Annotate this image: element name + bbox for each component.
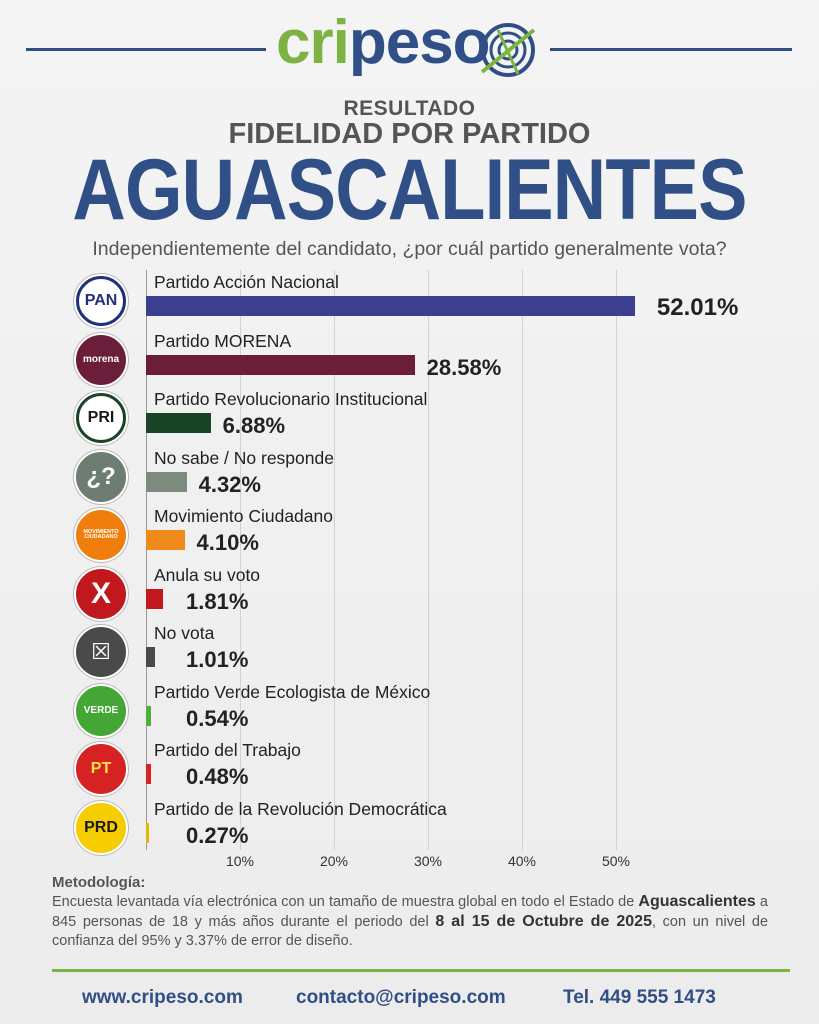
header-logo: cripeso: [0, 8, 819, 84]
category-label: Partido Revolucionario Institucional: [154, 389, 428, 409]
data-label: 4.32%: [198, 471, 261, 497]
data-label: 52.01%: [656, 294, 739, 321]
chart-row: VERDE Partido Verde Ecologista de México 0…: [0, 682, 819, 740]
subtitle-fidelidad: FIDELIDAD POR PARTIDO: [228, 118, 591, 150]
data-label: 1.81%: [186, 588, 249, 614]
data-label: 28.58%: [426, 354, 502, 380]
data-label: 6.88%: [222, 413, 286, 438]
methodology-text-2: a 845 personas de 18 y más años durante …: [52, 894, 768, 930]
question-icon: ¿?: [76, 451, 126, 502]
page-title: AGUASCALIENTES: [72, 142, 747, 238]
mc-logo-icon: MOVIMIENTO CIUDADANO: [76, 510, 126, 560]
gridline: [240, 270, 241, 850]
chart-row: PRD Partido de la Revolución Democrática 0…: [0, 799, 819, 857]
x-tick-label: 30%: [413, 853, 443, 869]
target-icon: [480, 23, 536, 77]
bar: [146, 647, 156, 667]
category-label: Movimiento Ciudadano: [154, 506, 333, 526]
methodology-text-3: , con un nivel de confianza del 95% y 3.…: [52, 914, 769, 949]
bar-chart: 10% 20% 30% 40% 50% PAN Partido Acción Naciona…: [0, 270, 819, 870]
pan-logo-icon: PAN: [76, 276, 126, 326]
gridline: [522, 270, 523, 850]
chart-row: MOVIMIENTO CIUDADANO Movimiento Ciudadano…: [0, 506, 819, 564]
category-label: No sabe / No responde: [154, 447, 334, 468]
bar: [146, 354, 415, 375]
header-rule-right: [550, 48, 792, 51]
footer-email[interactable]: contacto@cripeso.com: [296, 987, 506, 1008]
pt-logo-icon: PT: [76, 744, 126, 794]
category-label: Partido de la Revolución Democrática: [154, 798, 447, 819]
gridline: [428, 270, 429, 850]
category-label: Partido MORENA: [154, 330, 292, 351]
subtitle-resultado: RESULTADO: [343, 97, 476, 120]
x-tick-label: 50%: [601, 853, 631, 869]
category-label: Partido Verde Ecologista de México: [154, 681, 431, 702]
chart-row: ¿? No sabe / No responde 4.32%: [0, 448, 819, 506]
category-label: Partido del Trabajo: [154, 740, 301, 760]
chart-row: morena Partido MORENA 28.58%: [0, 331, 819, 389]
chart-row: X Anula su voto 1.81%: [0, 565, 819, 623]
bar: [146, 764, 151, 784]
brand-part2: peso: [348, 8, 491, 77]
bar: [146, 296, 635, 316]
footer-website[interactable]: www.cripeso.com: [82, 987, 243, 1008]
bar: [146, 471, 187, 492]
brand-part1: cri: [276, 8, 350, 77]
chart-row: PRI Partido Revolucionario Institucional 6…: [0, 389, 819, 447]
survey-question: Independientemente del candidato, ¿por c…: [92, 238, 727, 260]
methodology-dates: 8 al 15 de Octubre de 2025: [435, 913, 652, 930]
data-label: 0.48%: [186, 764, 249, 789]
header-rule-left: [26, 48, 266, 51]
bar: [146, 705, 152, 726]
x-tick-label: 40%: [507, 853, 537, 869]
methodology-text: Encuesta levantada vía electrónica con u…: [52, 892, 768, 951]
chart-row: PAN Partido Acción Nacional 52.01%: [0, 272, 819, 330]
morena-logo-icon: morena: [76, 334, 126, 385]
bar: [146, 413, 211, 433]
methodology: Metodología: Encuesta levantada vía elec…: [52, 873, 768, 951]
data-label: 1.01%: [186, 647, 249, 672]
y-axis-line: [146, 270, 147, 850]
verde-logo-icon: VERDE: [76, 685, 126, 736]
methodology-state: Aguascalientes: [638, 893, 756, 910]
data-label: 0.54%: [186, 705, 249, 731]
brand-logo: cripeso: [276, 8, 491, 78]
bar: [146, 588, 163, 609]
chart-row: PT Partido del Trabajo 0.48%: [0, 740, 819, 798]
cross-icon: X: [76, 568, 126, 619]
x-tick-label: 20%: [319, 853, 349, 869]
bar: [146, 822, 149, 843]
methodology-title: Metodología:: [52, 874, 146, 891]
x-tick-label: 10%: [225, 853, 255, 869]
footer-separator: [52, 969, 790, 972]
footer-phone[interactable]: Tel. 449 555 1473: [563, 987, 716, 1008]
chart-row: ☒ No vota 1.01%: [0, 623, 819, 681]
prd-logo-icon: PRD: [76, 802, 126, 853]
methodology-text-1: Encuesta levantada vía electrónica con u…: [52, 894, 635, 910]
gridline: [616, 270, 617, 850]
category-label: Anula su voto: [154, 564, 261, 585]
pri-logo-icon: PRI: [76, 393, 126, 443]
no-vote-icon: ☒: [76, 627, 126, 677]
data-label: 0.27%: [186, 822, 249, 848]
gridline: [334, 270, 335, 850]
category-label: Partido Acción Nacional: [154, 272, 339, 292]
category-label: No vota: [154, 623, 215, 643]
data-label: 4.10%: [196, 530, 259, 555]
bar: [146, 530, 185, 550]
